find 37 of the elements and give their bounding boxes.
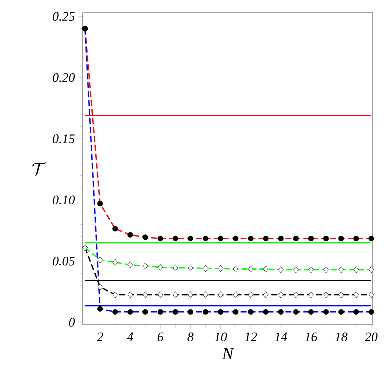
x-tick-label: 4 bbox=[127, 332, 134, 342]
x-axis-title: N bbox=[222, 348, 234, 360]
point bbox=[218, 292, 224, 298]
x-tick-label: 12 bbox=[244, 332, 258, 342]
x-tick-label: 20 bbox=[365, 332, 378, 342]
point bbox=[354, 292, 360, 298]
point bbox=[294, 292, 299, 298]
point bbox=[324, 292, 329, 298]
x-tick-label: 18 bbox=[335, 332, 348, 342]
point bbox=[233, 292, 238, 298]
point bbox=[368, 292, 374, 298]
point bbox=[338, 292, 344, 298]
point bbox=[248, 292, 254, 298]
point bbox=[158, 292, 164, 298]
x-tick-label: 16 bbox=[305, 332, 318, 342]
point bbox=[128, 292, 134, 298]
x-tick-label: 10 bbox=[214, 332, 228, 342]
point bbox=[308, 292, 314, 298]
y-tick-label: 0 bbox=[69, 318, 76, 327]
point bbox=[278, 292, 284, 298]
y-tick-label: 0.15 bbox=[53, 134, 75, 144]
x-tick-label: 6 bbox=[158, 332, 164, 342]
y-tick-label: 0.25 bbox=[53, 12, 75, 22]
y-tick-label: 0.20 bbox=[53, 73, 76, 82]
point bbox=[203, 292, 208, 298]
point bbox=[142, 292, 148, 298]
y-tick-label: 0.05 bbox=[53, 256, 75, 266]
x-tick-label: 2 bbox=[97, 332, 104, 342]
y-axis-title: $\mathcal{T}$ bbox=[32, 162, 46, 176]
x-tick-label: 14 bbox=[275, 332, 288, 342]
x-tick-label: 8 bbox=[188, 332, 194, 342]
point bbox=[188, 292, 194, 298]
point bbox=[263, 292, 269, 298]
point bbox=[98, 284, 103, 290]
y-tick-label: 0.10 bbox=[53, 196, 76, 205]
point bbox=[173, 292, 178, 298]
point bbox=[112, 292, 118, 298]
